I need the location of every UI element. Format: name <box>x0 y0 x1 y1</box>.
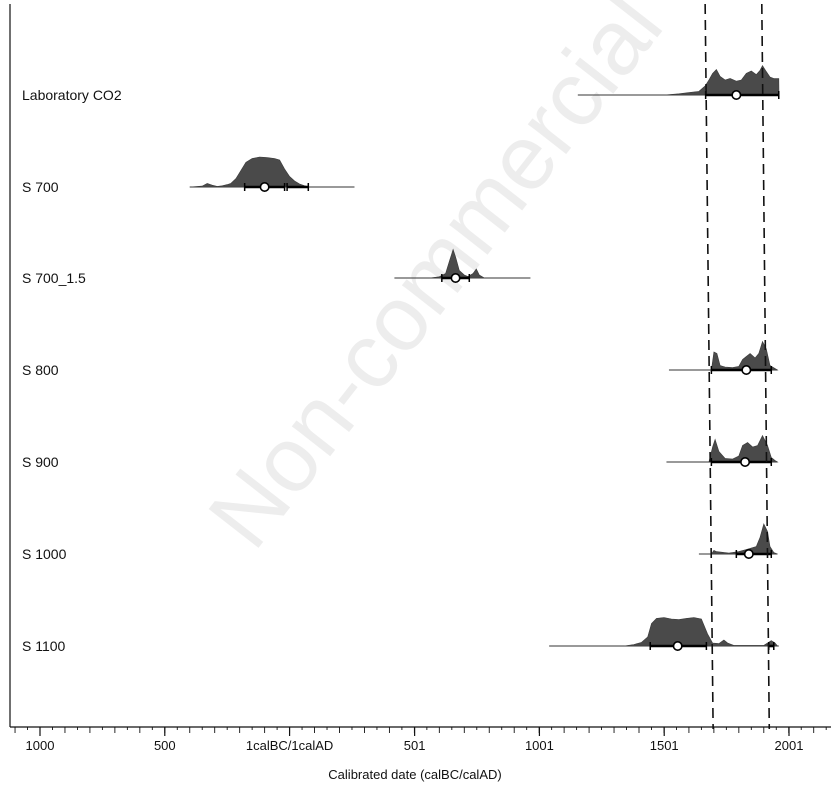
series-label: S 700 <box>22 179 59 195</box>
series-s-1000: S 1000 <box>22 523 778 562</box>
point-estimate <box>672 640 683 651</box>
series-s-700-1-5: S 700_1.5 <box>22 248 531 286</box>
point-estimate <box>743 548 754 559</box>
point-estimate <box>741 364 752 375</box>
x-tick-label: 1calBC/1calAD <box>246 738 333 753</box>
series-s-1100: S 1100 <box>22 617 779 654</box>
dashed-reference-line <box>760 3 771 730</box>
series-label: S 1100 <box>22 638 66 654</box>
density-area <box>623 617 779 647</box>
x-axis: 1000 500 1calBC/1calAD 501 1001 1501 2001 <box>14 727 827 753</box>
point-estimate <box>450 272 461 283</box>
x-tick-label: 1000 <box>26 738 55 753</box>
series-laboratory-co2: Laboratory CO2 <box>22 64 780 103</box>
point-estimate <box>259 182 270 193</box>
series-layer: Laboratory CO2 S 700 S 700_1.5 S 800 S 900 S … <box>22 64 780 654</box>
point-estimate <box>740 456 751 467</box>
x-tick-label: 1501 <box>650 738 679 753</box>
reference-lines <box>704 3 771 730</box>
x-tick-label: 500 <box>154 738 176 753</box>
series-label: S 1000 <box>22 546 67 562</box>
watermark-text: Non-commercial <box>189 0 682 566</box>
density-area <box>708 434 779 463</box>
point-estimate <box>731 90 742 101</box>
series-s-900: S 900 <box>22 434 779 470</box>
series-s-700: S 700 <box>22 156 355 195</box>
density-area <box>710 523 778 555</box>
x-tick-label: 1001 <box>525 738 554 753</box>
x-axis-title: Calibrated date (calBC/calAD) <box>328 767 501 782</box>
dashed-reference-line <box>704 3 714 730</box>
series-label: S 900 <box>22 454 59 470</box>
x-tick-label: 501 <box>404 738 426 753</box>
series-label: S 800 <box>22 362 59 378</box>
series-s-800: S 800 <box>22 340 779 378</box>
x-tick-label: 2001 <box>775 738 804 753</box>
density-area <box>189 156 310 188</box>
series-label: S 700_1.5 <box>22 270 86 286</box>
density-area <box>577 64 780 96</box>
series-label: Laboratory CO2 <box>22 87 122 103</box>
density-area <box>429 248 486 279</box>
